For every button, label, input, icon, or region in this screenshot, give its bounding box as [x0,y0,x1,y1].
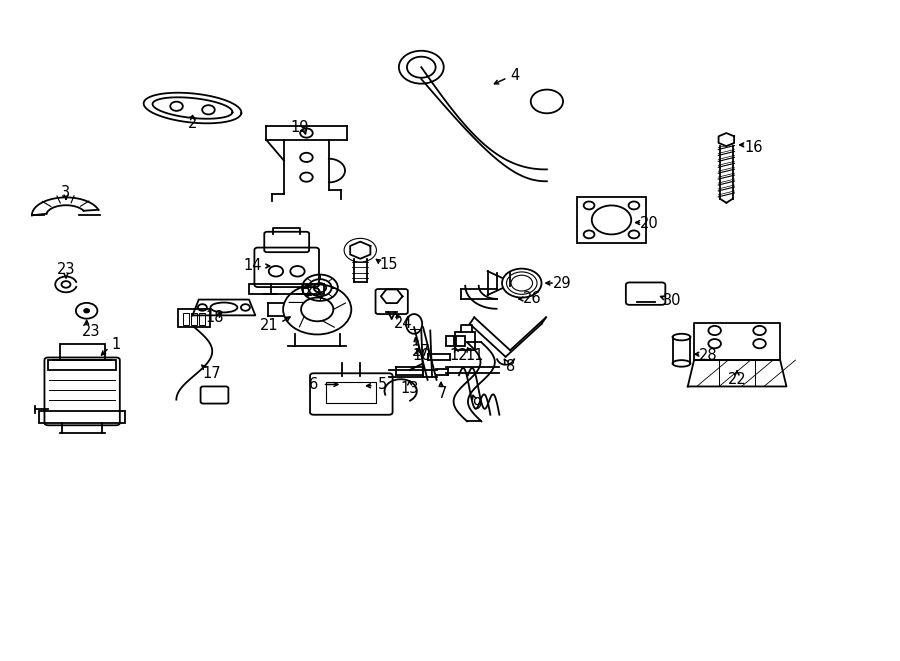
Text: 15: 15 [380,257,398,272]
Text: 13: 13 [400,381,418,396]
Text: 18: 18 [206,310,224,325]
Text: 23: 23 [82,325,101,339]
Bar [456,336,465,346]
Text: 8: 8 [507,359,516,374]
Polygon shape [688,360,787,387]
Text: 22: 22 [728,372,746,387]
Text: 28: 28 [699,348,717,363]
Text: 3: 3 [61,185,70,200]
Polygon shape [694,323,780,360]
Bar [249,284,324,293]
Text: 16: 16 [744,140,762,155]
Text: 29: 29 [553,276,572,291]
Bar [178,309,211,327]
Bar [199,313,205,325]
Text: 26: 26 [523,292,542,307]
Text: 5: 5 [378,377,387,392]
Text: 4: 4 [510,67,519,83]
Bar [578,197,645,243]
Text: 6: 6 [309,377,319,392]
Bar [446,336,454,346]
Bar [183,313,189,325]
Text: 1: 1 [112,338,121,352]
Text: 17: 17 [202,366,221,381]
Bar [48,360,116,370]
Text: 7: 7 [438,385,447,401]
Text: 10: 10 [412,348,430,363]
Text: 11: 11 [465,348,483,363]
Text: 30: 30 [663,293,682,309]
Text: 9: 9 [472,397,482,412]
Bar [59,344,104,360]
Text: 14: 14 [243,258,262,274]
Bar [455,332,475,350]
Bar [39,410,125,422]
Text: 23: 23 [57,262,76,278]
Text: 21: 21 [259,318,278,332]
Text: 19: 19 [290,120,309,136]
Text: 12: 12 [450,348,468,363]
Circle shape [84,309,89,313]
Text: 20: 20 [640,216,659,231]
Text: 2: 2 [188,116,197,131]
Bar [326,382,376,403]
Text: 27: 27 [412,344,431,359]
Bar [191,313,197,325]
Text: 24: 24 [394,317,413,331]
Text: 25: 25 [304,284,323,299]
